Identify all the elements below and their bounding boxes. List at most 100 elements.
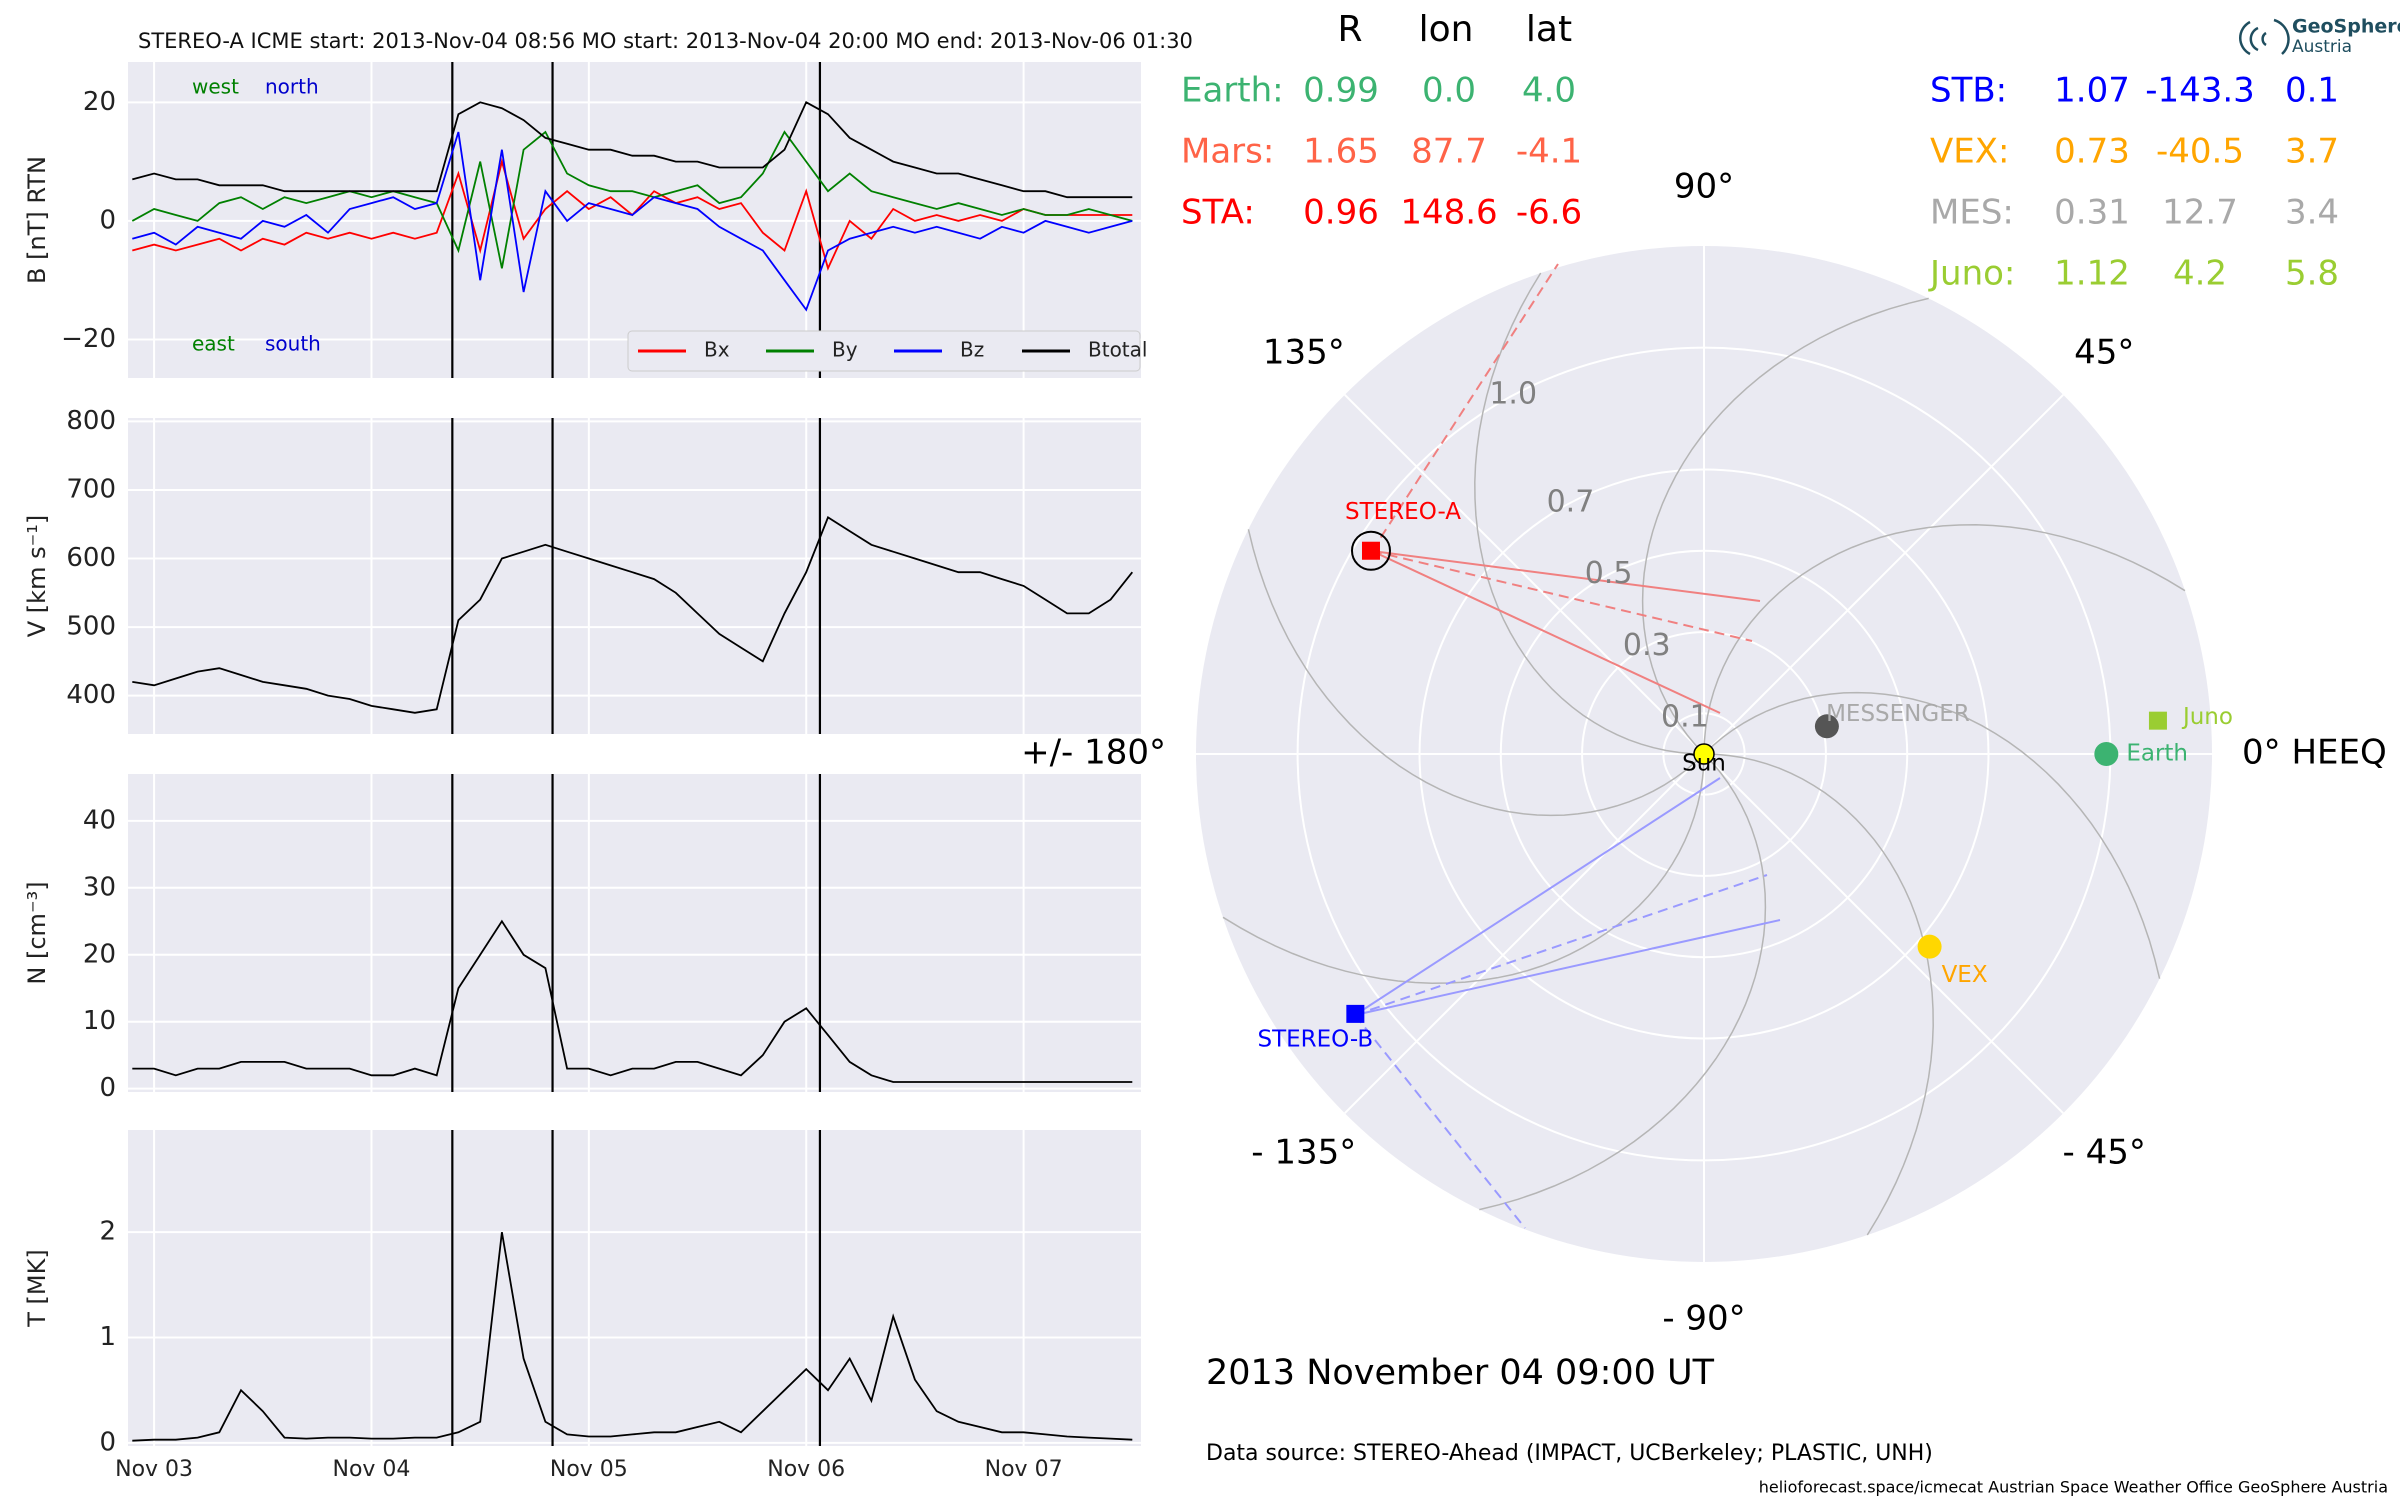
table-header: R <box>1337 9 1362 50</box>
y-tick-label: −20 <box>61 324 116 354</box>
x-tick-label: Nov 03 <box>115 1457 193 1482</box>
theta-tick-label: 0° HEEQ <box>2242 733 2387 773</box>
theta-grid-line <box>1703 753 2064 1114</box>
spacecraft-label: STEREO-B <box>1257 1026 1373 1052</box>
y-tick-label: 400 <box>66 680 116 710</box>
spacecraft-marker <box>1814 714 1839 739</box>
table-header: lon <box>1419 9 1474 50</box>
theta-tick-label: +/- 180° <box>1021 733 1166 773</box>
fov-line <box>1371 550 1753 642</box>
x-tick-label: Nov 04 <box>332 1457 410 1482</box>
y-tick-label: 30 <box>83 872 116 902</box>
table-cell: 87.7 <box>1411 132 1487 172</box>
table-cell: -40.5 <box>2156 132 2244 172</box>
logo-icon <box>2239 18 2290 56</box>
fov-line <box>1354 919 1781 1016</box>
theta-tick-label: - 45° <box>2063 1133 2146 1173</box>
table-cell: -143.3 <box>2145 71 2255 111</box>
table-row-label: Mars: <box>1181 132 1274 172</box>
spiral <box>1703 524 2186 755</box>
fov-line <box>1354 1014 1526 1229</box>
table-row-label: VEX: <box>1930 132 2010 172</box>
r-tick-label: 1.0 <box>1489 377 1537 412</box>
polar-plot: 0° HEEQ 45° 90° 135° +/- 180° - 135° - 90° - 45… <box>1021 167 2387 1339</box>
spiral <box>1222 753 1705 984</box>
panel: −20 0 20 B [nT] RTN STEREO-A ICME start: 201… <box>23 29 1193 378</box>
table-cell: 12.7 <box>2162 193 2238 233</box>
logo: GeoSphere Austria <box>2239 16 2400 57</box>
logo-arc <box>2239 20 2251 56</box>
y-tick-label: 40 <box>83 805 116 835</box>
theta-tick-label: 135° <box>1263 332 1345 372</box>
table-cell: -4.1 <box>1516 132 1582 172</box>
fov-line <box>1371 550 1721 714</box>
r-tick-label: 0.5 <box>1585 556 1633 591</box>
logo-arc <box>2261 31 2267 47</box>
r-tick-label: 0.1 <box>1661 700 1709 735</box>
table-cell: 3.4 <box>2285 193 2339 233</box>
panel: 400 500 600 700 800 V [km s⁻¹] <box>23 406 1141 734</box>
spiral <box>1703 753 1934 1236</box>
table-row-label: Earth: <box>1181 71 1284 111</box>
panel-background <box>128 1130 1141 1446</box>
spacecraft-label: STEREO-A <box>1345 499 1461 525</box>
table-cell: 0.96 <box>1303 193 1379 233</box>
y-tick-label: 800 <box>66 406 116 436</box>
theta-tick-label: 90° <box>1674 167 1734 207</box>
y-tick-label: 700 <box>66 474 116 504</box>
y-axis-label: B [nT] RTN <box>23 156 51 284</box>
y-tick-label: 2 <box>99 1217 116 1247</box>
y-tick-label: 10 <box>83 1006 116 1036</box>
y-tick-label: 0 <box>99 1073 116 1103</box>
logo-name: GeoSphere <box>2292 16 2400 38</box>
y-tick-label: 0 <box>99 205 116 235</box>
fov-line <box>1354 874 1768 1016</box>
fov-line <box>1371 263 1559 552</box>
y-tick-label: 500 <box>66 612 116 642</box>
fov-line <box>1354 777 1721 1016</box>
theta-tick-label: - 90° <box>1662 1299 1745 1339</box>
annotation: north <box>265 75 319 99</box>
date: 2013 November 04 09:00 UT <box>1206 1353 1715 1393</box>
y-axis-label: N [cm⁻³] <box>23 881 51 984</box>
spiral <box>1474 272 1705 755</box>
annotation: east <box>192 332 235 356</box>
y-tick-label: 1 <box>99 1322 116 1352</box>
y-tick-label: 600 <box>66 543 116 573</box>
table-cell: 4.0 <box>1522 71 1576 111</box>
spacecraft-label: MESSENGER <box>1826 701 1970 727</box>
series-line <box>132 131 1133 312</box>
y-tick-label: 0 <box>99 1427 116 1457</box>
table-cell: 1.07 <box>2054 71 2130 111</box>
panel-background <box>128 774 1141 1092</box>
table-cell: 0.73 <box>2054 132 2130 172</box>
spacecraft-marker <box>1346 1004 1365 1023</box>
y-axis-label: V [km s⁻¹] <box>23 515 51 637</box>
logo-arc <box>2249 26 2259 52</box>
panel-background <box>128 418 1141 734</box>
x-tick-label: Nov 06 <box>767 1457 845 1482</box>
spacecraft-marker <box>2094 742 2119 766</box>
theta-grid-line <box>1344 394 1705 755</box>
table-row-label: Juno: <box>1928 254 2015 294</box>
x-tick-label: Nov 07 <box>985 1457 1063 1482</box>
table-cell: 0.99 <box>1303 71 1379 111</box>
y-axis-label: T [MK] <box>23 1249 51 1327</box>
spiral <box>1247 529 1705 817</box>
series-line <box>132 919 1133 1083</box>
r-tick-label: 0.3 <box>1623 628 1671 663</box>
logo-arc <box>2273 18 2290 55</box>
annotation: south <box>265 332 321 356</box>
table-cell: 0.1 <box>2285 71 2339 111</box>
legend-label: Btotal <box>1088 338 1147 362</box>
spacecraft-marker <box>1693 743 1715 765</box>
theta-tick-label: 45° <box>2074 332 2134 372</box>
legend-label: By <box>832 338 858 362</box>
series-line <box>131 130 1133 269</box>
table-row-label: STA: <box>1181 193 1255 233</box>
legend-box <box>627 330 1141 372</box>
y-tick-label: 20 <box>83 939 116 969</box>
table-row-label: MES: <box>1930 193 2014 233</box>
